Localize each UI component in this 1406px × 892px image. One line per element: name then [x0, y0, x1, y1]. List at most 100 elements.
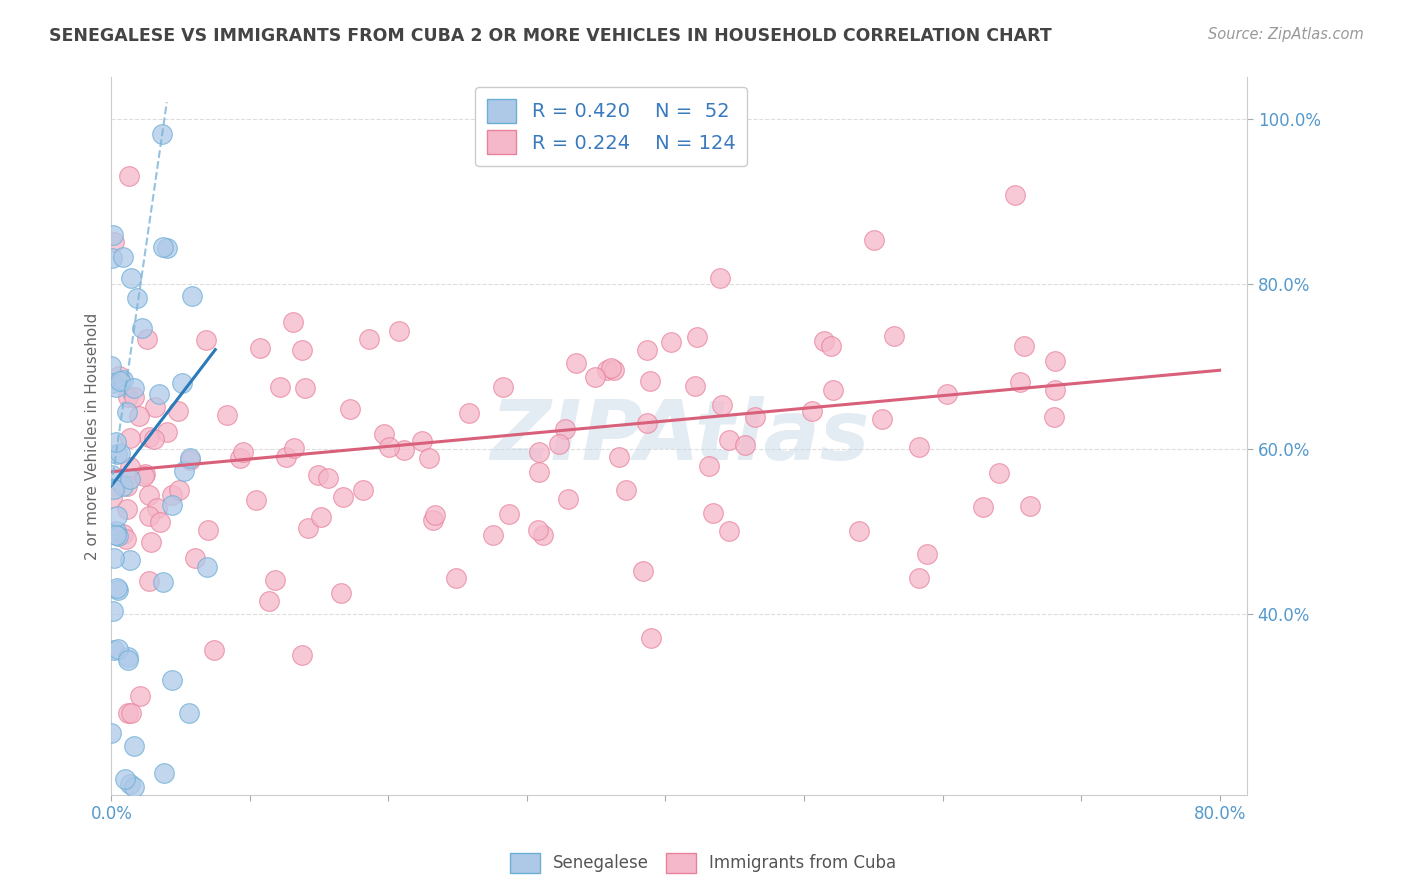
Point: [120, 271, 142, 285]
Point: [146, 501, 169, 516]
Point: [636, 343, 658, 357]
Point: [148, 387, 170, 401]
Point: [276, 450, 298, 464]
Point: [112, 374, 135, 388]
Point: [138, 430, 160, 444]
Point: [162, 499, 184, 513]
Point: [269, 380, 291, 394]
Point: [103, 550, 125, 565]
Point: [607, 450, 630, 464]
Point: [131, 321, 153, 335]
Point: [557, 492, 579, 507]
Point: [527, 445, 550, 459]
Point: [103, 228, 125, 243]
Point: [316, 471, 339, 485]
Point: [863, 233, 886, 247]
Point: [104, 524, 127, 538]
Point: [117, 706, 139, 720]
Point: [603, 363, 626, 377]
Point: [117, 479, 139, 493]
Point: [332, 490, 354, 504]
Point: [118, 472, 141, 486]
Point: [229, 451, 252, 466]
Point: [263, 573, 285, 587]
Point: [100, 726, 122, 740]
Point: [614, 483, 637, 497]
Point: [160, 488, 183, 502]
Point: [1043, 354, 1066, 368]
Y-axis label: 2 or more Vehicles in Household: 2 or more Vehicles in Household: [86, 312, 100, 560]
Point: [491, 379, 513, 393]
Point: [108, 446, 131, 460]
Point: [122, 739, 145, 753]
Point: [1042, 410, 1064, 425]
Point: [152, 240, 174, 254]
Point: [297, 521, 319, 535]
Point: [801, 403, 824, 417]
Point: [152, 575, 174, 590]
Point: [179, 453, 201, 467]
Point: [117, 653, 139, 667]
Point: [392, 442, 415, 457]
Point: [117, 390, 139, 404]
Point: [100, 467, 122, 482]
Point: [482, 528, 505, 542]
Point: [422, 513, 444, 527]
Point: [709, 271, 731, 285]
Point: [118, 460, 141, 475]
Point: [111, 527, 134, 541]
Point: [702, 506, 724, 520]
Point: [526, 523, 548, 537]
Point: [107, 642, 129, 657]
Legend: R = 0.420    N =  52, R = 0.224    N = 124: R = 0.420 N = 52, R = 0.224 N = 124: [475, 87, 747, 166]
Point: [291, 648, 314, 662]
Point: [294, 381, 316, 395]
Point: [173, 465, 195, 479]
Point: [600, 361, 623, 376]
Point: [531, 528, 554, 542]
Point: [143, 432, 166, 446]
Point: [118, 431, 141, 445]
Point: [339, 402, 361, 417]
Text: SENEGALESE VS IMMIGRANTS FROM CUBA 2 OR MORE VEHICLES IN HOUSEHOLD CORRELATION C: SENEGALESE VS IMMIGRANTS FROM CUBA 2 OR …: [49, 27, 1052, 45]
Point: [640, 632, 662, 646]
Point: [179, 706, 201, 720]
Point: [1045, 383, 1067, 397]
Point: [101, 491, 124, 506]
Point: [105, 528, 128, 542]
Point: [104, 435, 127, 450]
Point: [352, 483, 374, 497]
Point: [118, 169, 141, 184]
Point: [117, 650, 139, 665]
Point: [167, 403, 190, 417]
Point: [425, 508, 447, 522]
Point: [112, 250, 135, 264]
Point: [936, 386, 959, 401]
Point: [118, 777, 141, 791]
Point: [105, 581, 128, 595]
Text: ZIPAtlas: ZIPAtlas: [489, 396, 869, 476]
Point: [181, 289, 204, 303]
Point: [565, 355, 588, 369]
Point: [115, 532, 138, 546]
Point: [257, 594, 280, 608]
Point: [114, 772, 136, 786]
Point: [132, 468, 155, 483]
Point: [107, 368, 129, 383]
Point: [143, 401, 166, 415]
Point: [128, 689, 150, 703]
Point: [554, 422, 576, 436]
Point: [744, 410, 766, 425]
Point: [107, 583, 129, 598]
Point: [883, 329, 905, 343]
Point: [179, 451, 201, 466]
Point: [697, 459, 720, 474]
Point: [987, 467, 1010, 481]
Point: [249, 341, 271, 355]
Point: [373, 426, 395, 441]
Point: [638, 374, 661, 388]
Point: [908, 440, 931, 454]
Point: [283, 441, 305, 455]
Point: [138, 509, 160, 524]
Point: [138, 574, 160, 589]
